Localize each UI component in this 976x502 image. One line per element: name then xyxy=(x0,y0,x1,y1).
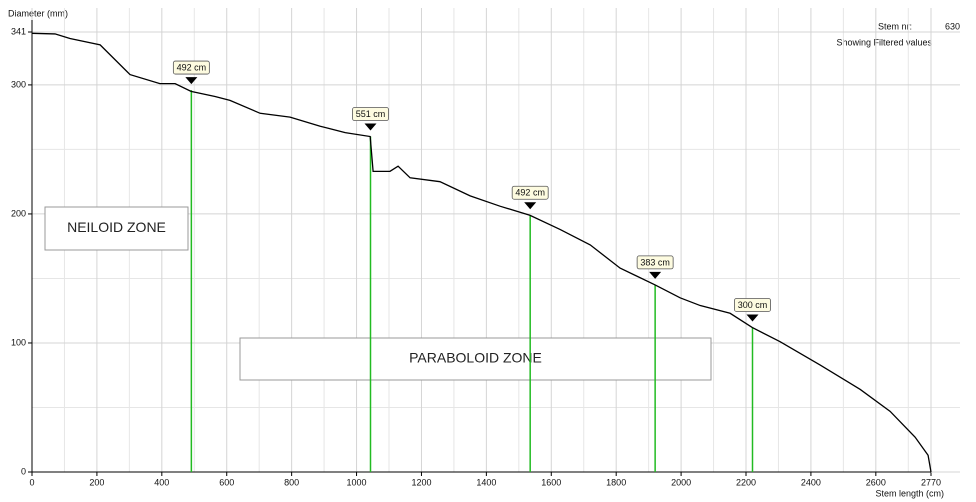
cut-marker xyxy=(649,271,662,279)
y-tick-label: 100 xyxy=(11,337,26,347)
y-tick-label: 300 xyxy=(11,79,26,89)
x-tick-label: 1400 xyxy=(476,477,496,487)
x-tick-label: 1600 xyxy=(541,477,561,487)
x-tick-label: 1200 xyxy=(411,477,431,487)
zone-label: NEILOID ZONE xyxy=(67,219,166,235)
filter-note: Showing Filtered values xyxy=(836,37,932,47)
zone-label: PARABOLOID ZONE xyxy=(409,350,542,366)
stem-number: 630 xyxy=(945,21,960,31)
cut-marker xyxy=(364,123,377,131)
cut-label: 300 cm xyxy=(738,300,768,310)
cut-label-box xyxy=(734,298,771,312)
cut-marker xyxy=(524,202,537,210)
y-axis-label: Diameter (mm) xyxy=(8,8,68,18)
cut-label-box xyxy=(636,255,674,270)
cut-label: 383 cm xyxy=(640,257,670,267)
cut-label: 492 cm xyxy=(515,188,545,198)
cut-marker xyxy=(185,77,198,85)
cut-label-box xyxy=(352,107,389,121)
stem-label: Stem nr: xyxy=(878,21,912,31)
stem-line xyxy=(31,32,932,473)
x-tick-label: 2200 xyxy=(736,477,756,487)
y-tick-label: 200 xyxy=(11,208,26,218)
cut-label-box xyxy=(172,60,210,75)
x-tick-label: 200 xyxy=(89,477,104,487)
x-tick-label: 1800 xyxy=(606,477,626,487)
cut-label: 551 cm xyxy=(356,109,386,119)
y-tick-label: 341 xyxy=(11,26,26,36)
x-tick-label: 2770 xyxy=(921,477,941,487)
cut-label: 492 cm xyxy=(177,62,207,72)
x-tick-label: 1000 xyxy=(347,477,367,487)
x-tick-label: 400 xyxy=(154,477,169,487)
x-tick-label: 600 xyxy=(219,477,234,487)
x-tick-label: 800 xyxy=(284,477,299,487)
zone-box xyxy=(239,337,712,381)
y-tick-label: 0 xyxy=(21,466,26,476)
x-tick-label: 2400 xyxy=(801,477,821,487)
x-tick-label: 2600 xyxy=(866,477,886,487)
x-tick-label: 0 xyxy=(29,477,34,487)
cut-label-box xyxy=(511,185,549,200)
x-tick-label: 2000 xyxy=(671,477,691,487)
x-axis-label: Stem length (cm) xyxy=(875,488,944,498)
cut-marker xyxy=(746,314,759,322)
zone-box xyxy=(44,206,189,251)
